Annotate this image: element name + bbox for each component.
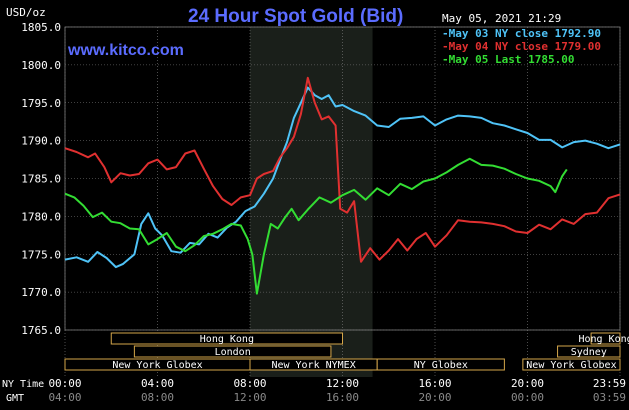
series-line-2 (64, 76, 621, 263)
session-bar: Sydney (557, 345, 621, 358)
ny-tick-label: 23:59 (593, 377, 626, 390)
session-bar: New York NYMEX (249, 358, 378, 371)
gmt-tick-label: 00:00 (511, 391, 544, 404)
y-tick-label: 1790.0 (21, 135, 61, 148)
y-tick-labels: 1805.0 1800.0 1795.0 1790.0 1785.0 1780.0 1775… (21, 21, 61, 337)
session-bars: Hong Kong Hong Kong London Sydney New York G… (64, 332, 629, 371)
plot-frame (64, 26, 621, 331)
session-box (376, 358, 505, 371)
session-bar: New York Globex (522, 358, 621, 371)
timestamp: May 05, 2021 21:29 (442, 12, 561, 25)
gmt-tick-label: 12:00 (233, 391, 266, 404)
series-lines (64, 76, 621, 295)
chart-title: 24 Hour Spot Gold (Bid) (188, 6, 403, 27)
session-label: New York NYMEX (271, 360, 355, 371)
legend-entry: -May 04 NY close 1779.00 (442, 40, 601, 53)
gmt-tick-label: 20:00 (418, 391, 451, 404)
ny-tick-label: 00:00 (48, 377, 81, 390)
ny-time-row-label: NY Time (2, 379, 44, 390)
y-tick-label: 1800.0 (21, 59, 61, 72)
session-label: Sydney (571, 347, 607, 358)
y-tick-label: 1805.0 (21, 21, 61, 34)
gmt-tick-label: 03:59 (593, 391, 626, 404)
ny-tick-label: 20:00 (511, 377, 544, 390)
gmt-tick-label: 08:00 (141, 391, 174, 404)
y-tick-label: 1780.0 (21, 210, 61, 223)
site-label: www.kitco.com (67, 42, 184, 59)
session-label: NY Globex (414, 360, 468, 371)
gmt-row-label: GMT (6, 393, 24, 404)
session-box (557, 345, 621, 358)
grid-lines (64, 26, 621, 377)
ny-tick-label: 16:00 (418, 377, 451, 390)
session-bar: NY Globex (376, 358, 505, 371)
ny-tick-label: 08:00 (233, 377, 266, 390)
session-bar: New York Globex (64, 358, 251, 371)
legend-entry: -May 03 NY close 1792.90 (442, 27, 601, 40)
session-box (110, 332, 343, 345)
gmt-tick-label: 16:00 (326, 391, 359, 404)
nymex-shaded-region (250, 27, 373, 377)
y-tick-label: 1775.0 (21, 248, 61, 261)
ny-tick-label: 12:00 (326, 377, 359, 390)
x-tick-labels: 00:00 04:00 08:00 12:00 16:00 20:00 23:5904:00… (48, 377, 626, 404)
session-box (522, 358, 621, 371)
ny-tick-label: 04:00 (141, 377, 174, 390)
legend-entry: -May 05 Last 1785.00 (442, 53, 574, 66)
y-axis-label: USD/oz (6, 6, 46, 19)
session-bar: Hong Kong (110, 332, 343, 345)
session-box (590, 332, 621, 345)
session-bar: London (133, 345, 332, 358)
y-tick-label: 1765.0 (21, 324, 61, 337)
session-label: New York Globex (112, 360, 202, 371)
y-tick-label: 1795.0 (21, 97, 61, 110)
session-label: Hong Kong (200, 334, 254, 345)
y-tick-label: 1785.0 (21, 173, 61, 186)
legend: -May 03 NY close 1792.90-May 04 NY close… (442, 27, 601, 66)
session-box (133, 345, 332, 358)
gmt-tick-label: 04:00 (48, 391, 81, 404)
session-label: New York Globex (526, 360, 616, 371)
session-label: London (215, 347, 251, 358)
y-tick-label: 1770.0 (21, 286, 61, 299)
session-bar: Hong Kong (578, 332, 629, 345)
session-label: Hong Kong (578, 334, 629, 345)
series-line-3 (64, 157, 568, 295)
